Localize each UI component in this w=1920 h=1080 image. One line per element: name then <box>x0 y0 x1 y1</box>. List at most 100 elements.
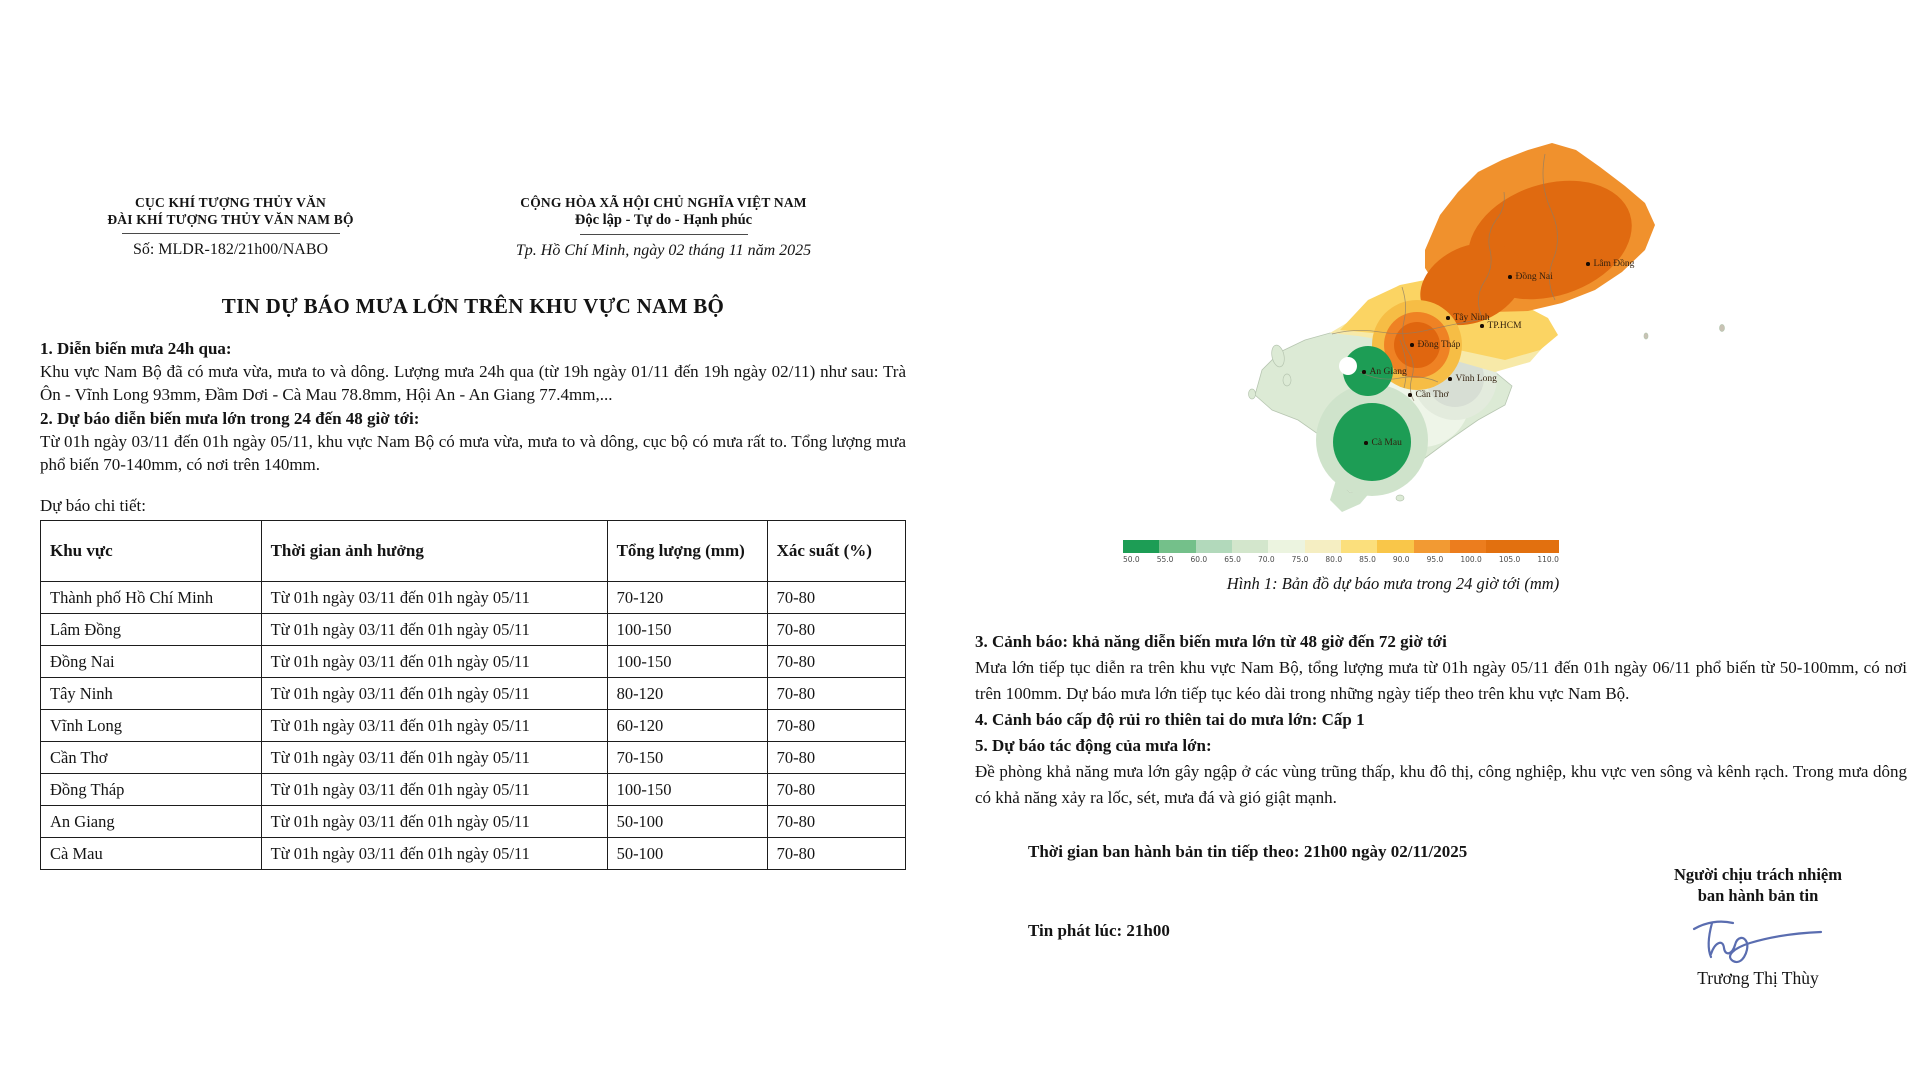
section2-heading: 2. Dự báo diễn biến mưa lớn trong 24 đến… <box>40 409 420 428</box>
table-header-row: Khu vực Thời gian ảnh hưởng Tổng lượng (… <box>40 520 907 582</box>
legend-tick: 80.0 <box>1325 555 1343 564</box>
location-dot-icon <box>1364 441 1368 445</box>
cell-probability: 70-80 <box>766 837 907 870</box>
cell-probability: 70-80 <box>766 741 907 774</box>
legend-color-segment <box>1486 540 1523 553</box>
cell-region: An Giang <box>40 805 262 838</box>
next-bulletin-time: Thời gian ban hành bản tin tiếp theo: 21… <box>1028 842 1468 861</box>
national-motto-block: CỘNG HÒA XÃ HỘI CHỦ NGHĨA VIỆT NAM Độc l… <box>421 194 906 260</box>
cell-amount: 100-150 <box>606 773 768 806</box>
table-row: Tây Ninh Từ 01h ngày 03/11 đến 01h ngày … <box>40 677 907 710</box>
agency-line1: CỤC KHÍ TƯỢNG THỦY VĂN <box>135 195 326 210</box>
national-line2: Độc lập - Tự do - Hạnh phúc <box>574 212 753 228</box>
bulletin-left-column: CỤC KHÍ TƯỢNG THỦY VĂN ĐÀI KHÍ TƯỢNG THỦ… <box>40 194 907 870</box>
location-dot-icon <box>1586 262 1590 266</box>
cell-amount: 100-150 <box>606 613 768 646</box>
cell-amount: 50-100 <box>606 837 768 870</box>
map-location-label: Đồng Tháp <box>1410 340 1460 350</box>
table-row: Vĩnh Long Từ 01h ngày 03/11 đến 01h ngày… <box>40 709 907 742</box>
signer-title-line1: Người chịu trách nhiệm <box>1674 865 1842 884</box>
legend-color-segment <box>1159 540 1196 553</box>
cell-amount: 80-120 <box>606 677 768 710</box>
cell-time: Từ 01h ngày 03/11 đến 01h ngày 05/11 <box>260 837 608 870</box>
cell-probability: 70-80 <box>766 773 907 806</box>
cell-time: Từ 01h ngày 03/11 đến 01h ngày 05/11 <box>260 613 608 646</box>
legend-color-segment <box>1449 540 1487 553</box>
legend-color-segment <box>1340 540 1378 553</box>
legend-tick: 85.0 <box>1359 555 1376 564</box>
map-labels: Lâm Đồng Đồng Nai Tây Ninh TP.HCM <box>1150 72 1810 537</box>
map-location-label: Tây Ninh <box>1446 313 1490 323</box>
legend-tick: 50.0 <box>1123 555 1140 564</box>
location-dot-icon <box>1508 275 1512 279</box>
signature-block: Người chịu trách nhiệm ban hành bản tin … <box>1626 864 1890 989</box>
cell-region: Thành phố Hồ Chí Minh <box>40 581 262 614</box>
table-row: Thành phố Hồ Chí Minh Từ 01h ngày 03/11 … <box>40 581 907 614</box>
legend-tick: 60.0 <box>1190 555 1208 564</box>
legend-tick: 110.0 <box>1537 555 1559 564</box>
column-header-probability: Xác suất (%) <box>766 520 907 582</box>
cell-time: Từ 01h ngày 03/11 đến 01h ngày 05/11 <box>260 773 608 806</box>
cell-probability: 70-80 <box>766 709 907 742</box>
map-shape-camau-core <box>1333 403 1411 481</box>
detail-forecast-label: Dự báo chi tiết: <box>40 496 146 515</box>
map-location-label: Lâm Đồng <box>1586 259 1634 269</box>
cell-probability: 70-80 <box>766 805 907 838</box>
map-location-label: Đồng Nai <box>1508 272 1553 282</box>
cell-region: Lâm Đồng <box>40 613 262 646</box>
national-line1: CỘNG HÒA XÃ HỘI CHỦ NGHĨA VIỆT NAM <box>520 195 807 210</box>
cell-amount: 50-100 <box>606 805 768 838</box>
table-row: Đồng Nai Từ 01h ngày 03/11 đến 01h ngày … <box>40 645 907 678</box>
cell-amount: 70-120 <box>606 581 768 614</box>
location-dot-icon <box>1408 393 1412 397</box>
map-location-label: An Giang <box>1362 367 1407 377</box>
map-islands <box>1248 324 1725 502</box>
section1-heading: 1. Diễn biến mưa 24h qua: <box>40 339 232 358</box>
agency-line2: ĐÀI KHÍ TƯỢNG THỦY VĂN NAM BỘ <box>107 212 354 227</box>
cell-region: Cà Mau <box>40 837 262 870</box>
cell-amount: 100-150 <box>606 645 768 678</box>
legend-tick: 90.0 <box>1392 555 1410 564</box>
cell-probability: 70-80 <box>766 645 907 678</box>
location-dot-icon <box>1410 343 1414 347</box>
table-row: Cà Mau Từ 01h ngày 03/11 đến 01h ngày 05… <box>40 837 907 870</box>
cell-time: Từ 01h ngày 03/11 đến 01h ngày 05/11 <box>260 581 608 614</box>
cell-region: Cần Thơ <box>40 741 262 774</box>
figure-caption: Hình 1: Bản đồ dự báo mưa trong 24 giờ t… <box>1226 574 1560 593</box>
signer-name: Trương Thị Thùy <box>1697 968 1819 988</box>
cell-region: Đồng Tháp <box>40 773 262 806</box>
map-shape-angiang-bite <box>1339 357 1357 375</box>
map-location-label: Cần Thơ <box>1408 390 1449 400</box>
column-header-region: Khu vực <box>40 520 262 582</box>
legend-color-segment <box>1195 540 1232 553</box>
bulletin-right-column: 3. Cảnh báo: khả năng diễn biến mưa lớn … <box>975 629 1907 811</box>
column-header-amount: Tổng lượng (mm) <box>606 520 768 582</box>
cell-probability: 70-80 <box>766 677 907 710</box>
rain-forecast-map: Lâm Đồng Đồng Nai Tây Ninh TP.HCM <box>1150 72 1810 537</box>
section5-body: Đề phòng khả năng mưa lớn gây ngập ở các… <box>975 762 1907 807</box>
issued-at-time: Tin phát lúc: 21h00 <box>1028 921 1170 940</box>
section3-body: Mưa lớn tiếp tục diễn ra trên khu vực Na… <box>975 658 1907 703</box>
location-dot-icon <box>1448 377 1452 381</box>
legend-color-bar <box>1123 540 1559 553</box>
section2-body: Từ 01h ngày 03/11 đến 01h ngày 05/11, kh… <box>40 432 906 474</box>
section3-heading: 3. Cảnh báo: khả năng diễn biến mưa lớn … <box>975 632 1447 651</box>
table-row: Cần Thơ Từ 01h ngày 03/11 đến 01h ngày 0… <box>40 741 907 774</box>
location-dot-icon <box>1362 370 1366 374</box>
cell-probability: 70-80 <box>766 581 907 614</box>
location-dot-icon <box>1480 324 1484 328</box>
legend-tick-labels: 50.0 55.0 60.0 65.0 70.0 75.0 80.0 85.0 90.0 95.0… <box>1123 555 1559 564</box>
map-province-borders <box>1331 153 1558 402</box>
section5-heading: 5. Dự báo tác động của mưa lớn: <box>975 736 1212 755</box>
section4-heading: 4. Cảnh báo cấp độ rủi ro thiên tai do m… <box>975 710 1365 729</box>
page-title: TIN DỰ BÁO MƯA LỚN TRÊN KHU VỰC NAM BỘ <box>221 294 725 318</box>
cell-region: Đồng Nai <box>40 645 262 678</box>
cell-time: Từ 01h ngày 03/11 đến 01h ngày 05/11 <box>260 709 608 742</box>
cell-time: Từ 01h ngày 03/11 đến 01h ngày 05/11 <box>260 645 608 678</box>
cell-time: Từ 01h ngày 03/11 đến 01h ngày 05/11 <box>260 741 608 774</box>
table-row: Lâm Đồng Từ 01h ngày 03/11 đến 01h ngày … <box>40 613 907 646</box>
document-header: CỤC KHÍ TƯỢNG THỦY VĂN ĐÀI KHÍ TƯỢNG THỦ… <box>40 194 906 260</box>
legend-tick: 70.0 <box>1257 555 1275 564</box>
map-location-label: Vĩnh Long <box>1448 374 1497 384</box>
